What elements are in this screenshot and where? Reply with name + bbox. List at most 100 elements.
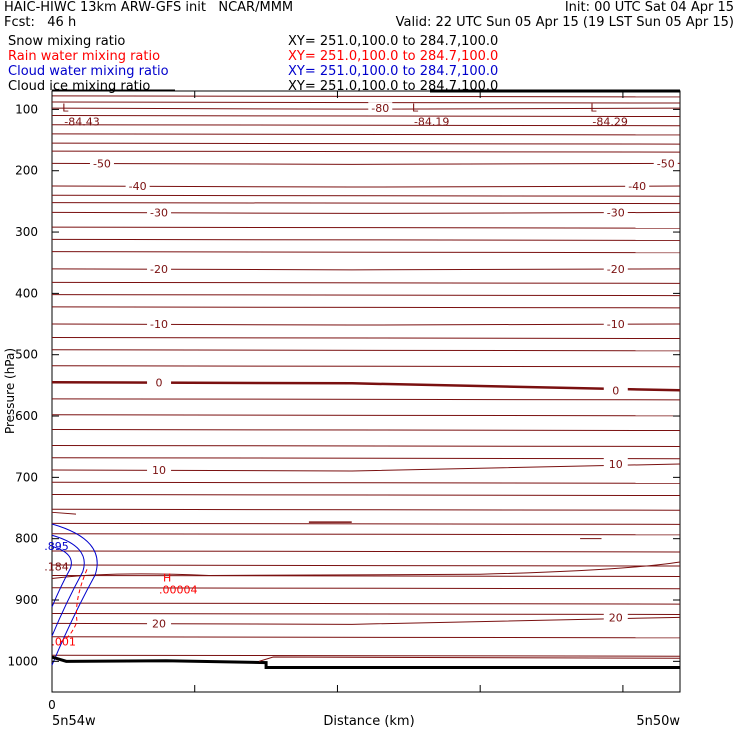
isotherm-label-bg (368, 102, 393, 115)
isotherm (51, 587, 681, 590)
isotherm-label: -10 (607, 318, 625, 331)
isotherm-label: -40 (628, 180, 646, 193)
isotherm-label: -50 (93, 157, 111, 170)
isotherm (51, 194, 681, 197)
y-tick-label: 200 (15, 164, 38, 178)
contour-value-label: .001 (51, 636, 75, 649)
isotherm-label-bg (147, 262, 172, 275)
init-time: Init: 00 UTC Sat 04 Apr 15 (564, 0, 734, 15)
isotherm (51, 365, 681, 368)
isotherm (51, 414, 681, 417)
isotherm (51, 226, 681, 229)
isotherm (51, 522, 681, 525)
maximum-value: .00004 (159, 584, 198, 597)
isotherm (51, 238, 681, 241)
isotherm (51, 133, 681, 136)
isotherm-20 (51, 616, 681, 625)
y-tick-label: 600 (15, 409, 38, 423)
isotherm (51, 602, 681, 605)
isotherm-fragment (51, 511, 77, 515)
isotherm-label-bg (147, 376, 172, 389)
isotherm-label: -30 (607, 206, 625, 219)
isotherm (51, 202, 681, 205)
cloud-water-contour (51, 523, 98, 666)
isotherm-label: 0 (156, 376, 163, 389)
isotherm--30 (51, 211, 681, 214)
terrain-surface (51, 655, 680, 669)
isotherm-label: 10 (152, 464, 166, 477)
isotherm--80 (51, 107, 681, 110)
isotherm (51, 654, 681, 657)
isotherm--40 (51, 185, 681, 188)
isotherm-label-bg (603, 457, 628, 470)
field-name-rain: Rain water mixing ratio (8, 49, 161, 64)
isotherm-label: 10 (609, 458, 623, 471)
isotherm-label-bg (147, 206, 172, 219)
isotherm-label-bg (125, 180, 150, 193)
isotherm (51, 150, 681, 153)
y-tick-label: 1000 (7, 654, 38, 668)
isotherm (51, 349, 681, 352)
x-start-location: 5n54w (52, 714, 96, 729)
isotherm (51, 550, 681, 553)
cloud-water-contour (51, 545, 72, 608)
isotherm-label: -30 (150, 206, 168, 219)
isotherm-label-bg (147, 463, 172, 476)
isotherm (51, 574, 681, 577)
isotherm--10 (51, 323, 681, 326)
isotherm (51, 281, 681, 284)
surface-isotherm (258, 656, 681, 662)
isotherm-label: -10 (150, 318, 168, 331)
isotherm--20 (51, 268, 681, 271)
isotherm (51, 337, 681, 340)
rain-water-contour (56, 569, 88, 644)
y-tick-label: 400 (15, 286, 38, 300)
isotherm (51, 398, 681, 401)
cloud-water-contours (51, 523, 98, 666)
field-name-cloud-water: Cloud water mixing ratio (8, 64, 169, 79)
field-xy-snow: XY= 251.0,100.0 to 284.7,100.0 (288, 34, 499, 49)
y-tick-label: 500 (15, 348, 38, 362)
minimum-value: -84.19 (414, 116, 449, 129)
isotherm-label: 0 (612, 384, 619, 397)
minimum-value: -84.43 (64, 116, 99, 129)
isotherm-label-bg (147, 318, 172, 331)
isotherm-label: 20 (609, 611, 623, 624)
minimum-value: -84.29 (592, 116, 627, 129)
isotherm-label: -20 (607, 263, 625, 276)
isotherm (51, 115, 681, 118)
isotherm (51, 124, 681, 127)
isotherm-label-bg (147, 617, 172, 630)
isotherm-label-bg (603, 262, 628, 275)
isotherm-label-bg (625, 180, 650, 193)
isotherm (51, 306, 681, 309)
y-tick-label: 800 (15, 532, 38, 546)
minimum-marker: L (412, 102, 419, 115)
maximum-marker: H (163, 572, 171, 585)
isotherm-label-bg (603, 206, 628, 219)
y-tick-label: 700 (15, 470, 38, 484)
isotherm (51, 481, 681, 484)
cloud-water-contour (51, 534, 85, 637)
isotherm-label: -50 (657, 157, 675, 170)
rain-water-contours (56, 569, 88, 644)
field-name-snow: Snow mixing ratio (8, 34, 126, 49)
isotherm-label: -80 (371, 102, 389, 115)
isotherm-label: 20 (152, 617, 166, 630)
isotherm-label: -20 (150, 263, 168, 276)
isotherm--50 (51, 162, 681, 165)
forecast-hour: Fcst: 46 h (4, 15, 77, 30)
isotherm-10 (51, 463, 681, 472)
isotherm-label-bg (603, 318, 628, 331)
field-xy-rain: XY= 251.0,100.0 to 284.7,100.0 (288, 49, 499, 64)
isotherm (51, 444, 681, 447)
contour-value-label: .895 (44, 540, 69, 553)
isotherm (51, 142, 681, 145)
isotherm (51, 613, 681, 616)
isotherm (51, 533, 681, 536)
isotherm (51, 101, 681, 104)
plot-title: HAIC-HIWC 13km ARW-GFS init NCAR/MMM (4, 0, 294, 15)
